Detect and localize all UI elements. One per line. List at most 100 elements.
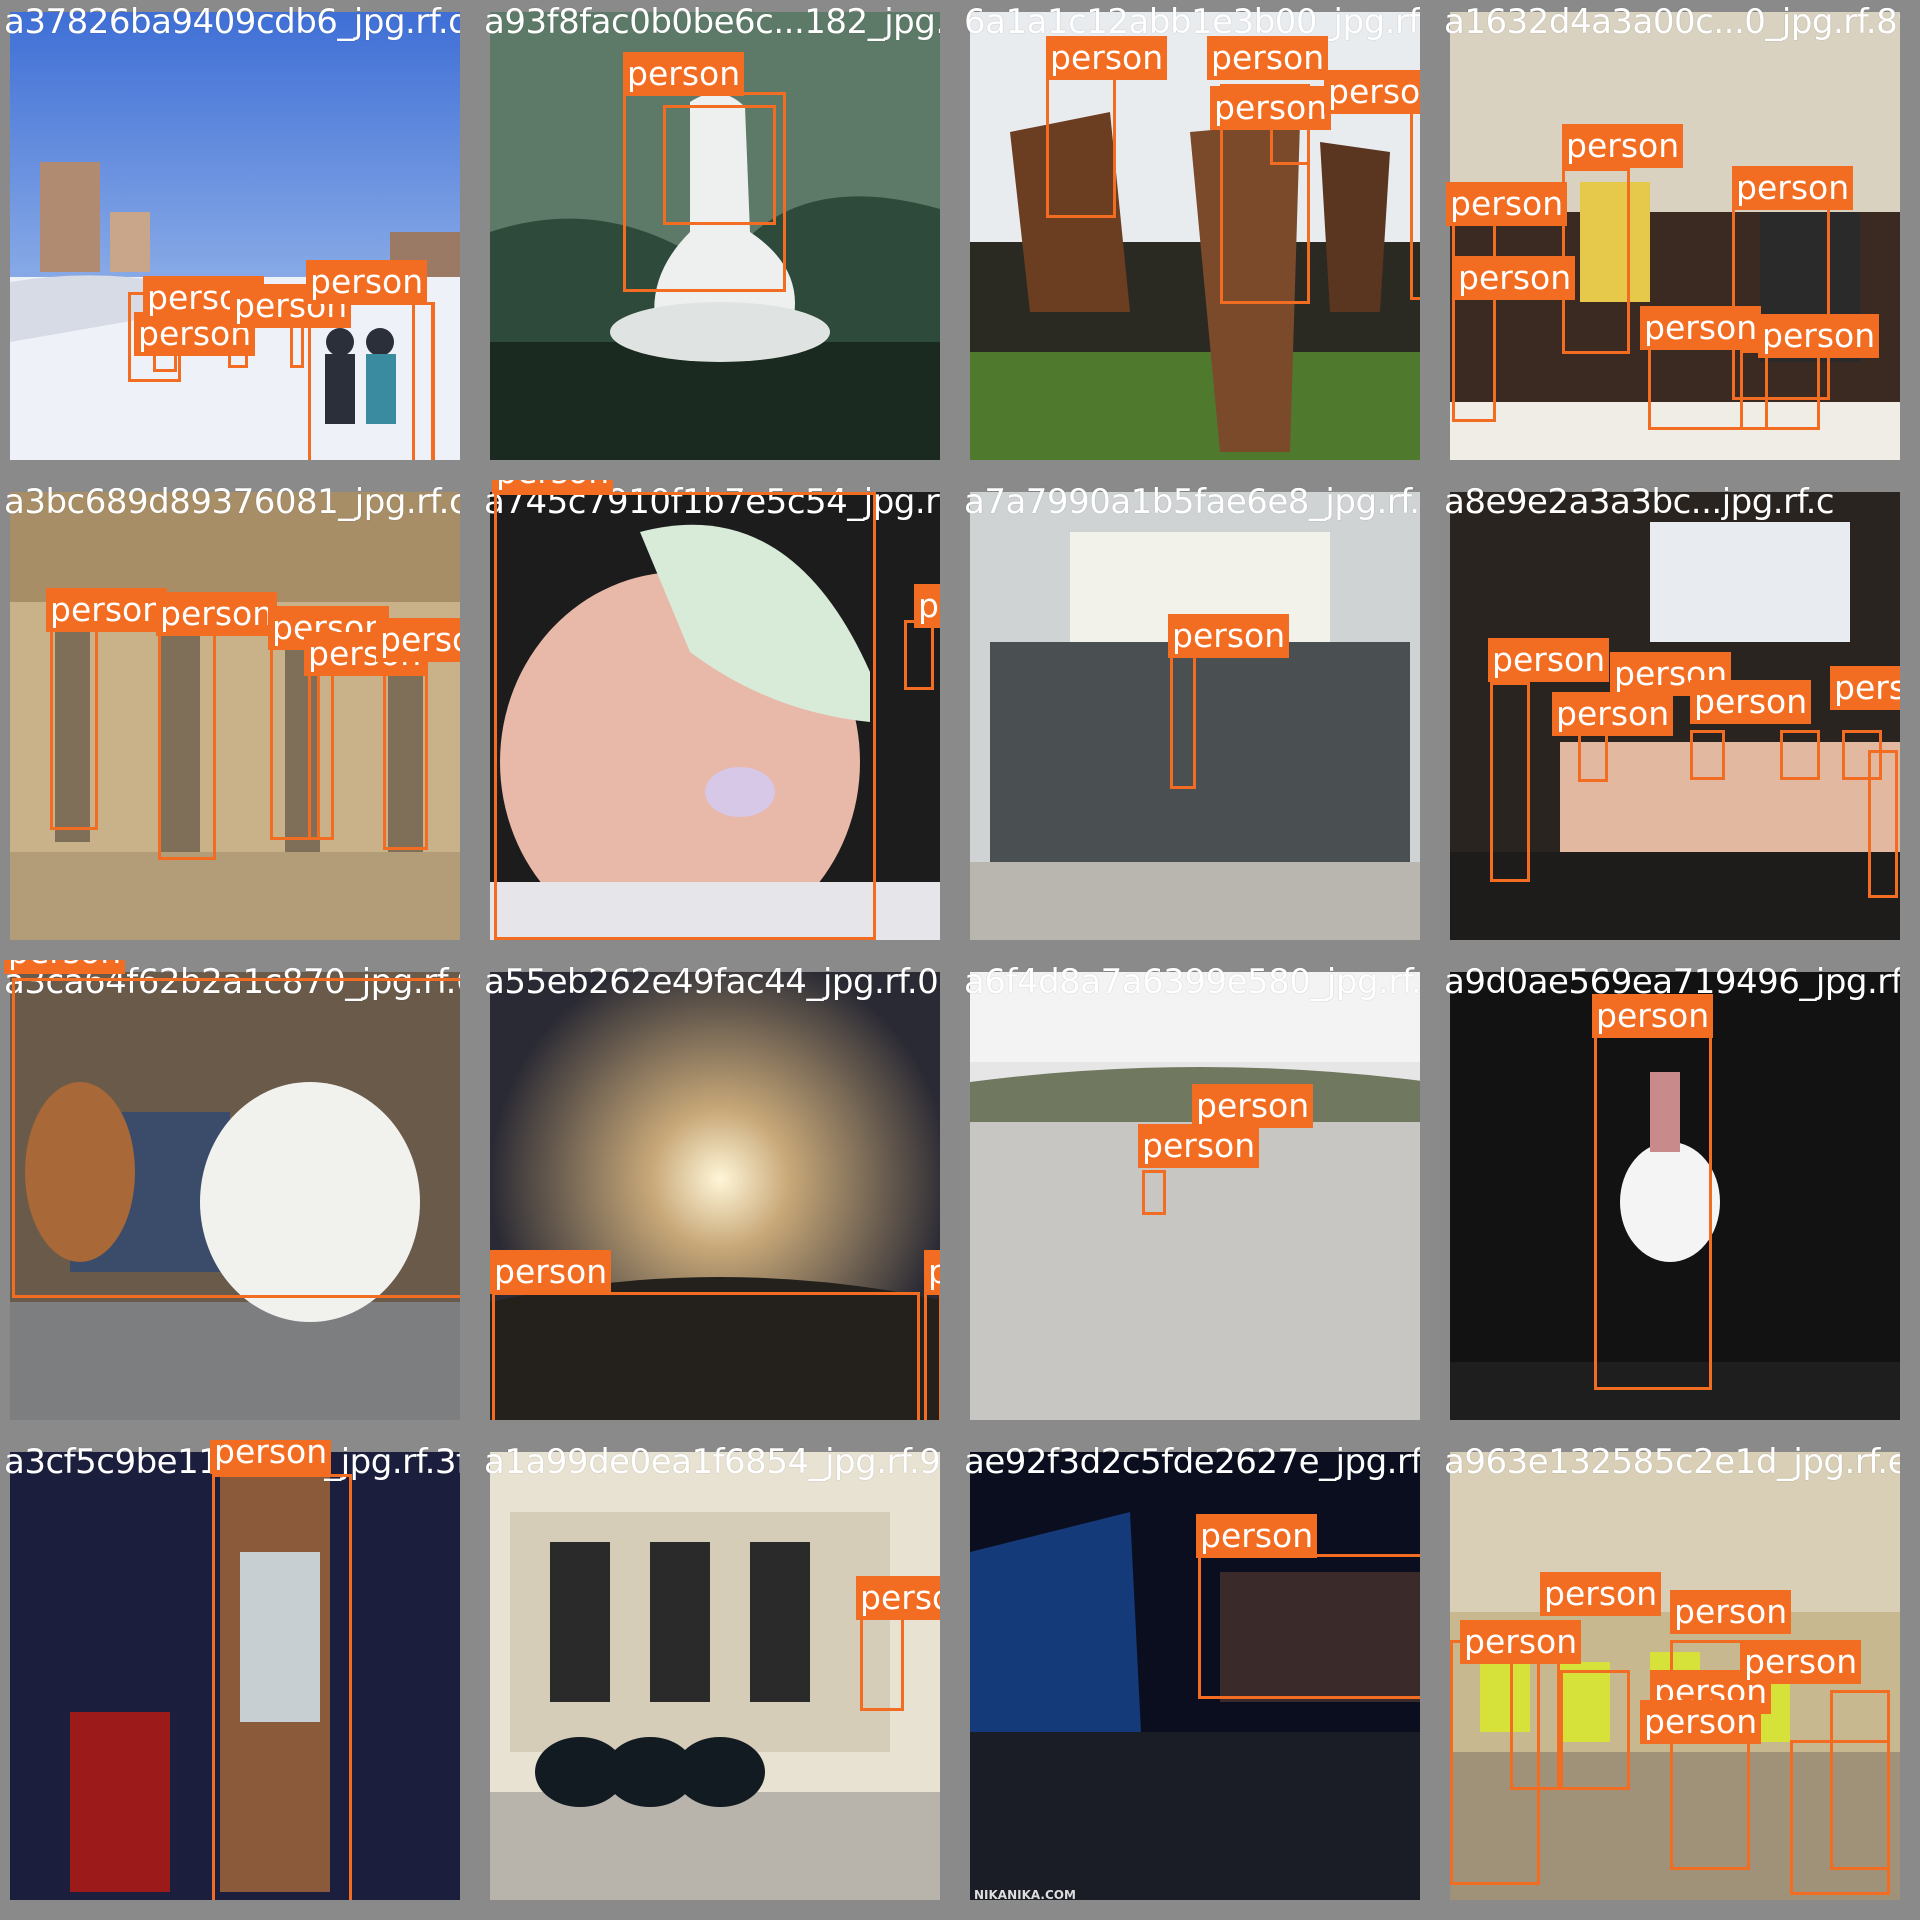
tile-image-sunset-crowd (490, 972, 940, 1420)
person-box (1452, 192, 1496, 422)
person-label: person (1670, 1590, 1792, 1634)
person-box (1410, 110, 1420, 300)
person-label: person (1640, 1700, 1762, 1744)
watermark: NIKANIKA.COM (974, 1888, 1076, 1900)
person-box (1670, 1640, 1750, 1870)
person-box (308, 650, 334, 840)
tile-image-horses (970, 12, 1420, 460)
tile-12: a9d0ae569ea719496_jpg.rf.8 person (1440, 960, 1900, 1420)
person-label: person (156, 592, 278, 636)
tile-image-dogs (10, 972, 460, 1420)
person-label: person (46, 588, 168, 632)
person-box (412, 302, 434, 460)
person-box (1198, 1554, 1420, 1699)
person-label: person (1192, 1084, 1314, 1128)
person-label: person (1740, 1640, 1862, 1684)
person-box (1830, 1690, 1890, 1870)
tile-6: a745c7910f1b7e5c54_jpg.rf.91 person pers… (480, 480, 940, 940)
person-label: person (490, 1250, 612, 1294)
person-box (1142, 1170, 1166, 1215)
person-box (158, 598, 216, 860)
person-label: person (1454, 256, 1576, 300)
person-label: person (856, 1576, 940, 1620)
person-label: person (1732, 166, 1854, 210)
person-box (904, 620, 934, 690)
person-box (663, 105, 776, 225)
person-label: person (306, 260, 428, 304)
person-box (1842, 730, 1882, 780)
tile-filename: a93f8fac0b0be6c...182_jpg.rf.ee6 (484, 2, 940, 42)
person-box (1560, 1670, 1630, 1790)
person-box (1690, 730, 1725, 780)
person-label: person (376, 618, 460, 662)
tile-image-beach (970, 972, 1420, 1420)
tile-1: a37826ba9409cdb6_jpg.rf.da9706aca0b6c...… (0, 0, 460, 460)
person-label: person (1562, 124, 1684, 168)
tile-filename: a55eb262e49fac44_jpg.rf.0a (484, 962, 940, 1002)
tile-filename: a1632d4a3a00c...0_jpg.rf.89 (1444, 2, 1900, 42)
tile-image-storefront (490, 1452, 940, 1900)
person-box (860, 1616, 904, 1711)
tile-14: a1a99de0ea1f6854_jpg.rf.9b person (480, 1440, 940, 1900)
tile-image-comedian (10, 1452, 460, 1900)
tile-8: a8e9e2a3a3bc...jpg.rf.c person person pe… (1440, 480, 1900, 940)
person-label: person (1324, 70, 1420, 114)
person-label: person (1046, 36, 1168, 80)
person-box (12, 978, 460, 1298)
tile-13: a3cf5c9be118a580_jpg.rf.3fe person (0, 1440, 460, 1900)
tile-image-singer (1450, 972, 1900, 1420)
tile-2: a93f8fac0b0be6c...182_jpg.rf.ee6 person (480, 0, 940, 460)
person-label: person (1138, 1124, 1260, 1168)
person-box (1046, 72, 1116, 218)
tile-filename: a963e132585c2e1d_jpg.rf.e7 (1444, 1442, 1900, 1482)
person-box (1220, 84, 1310, 304)
person-label: person (914, 584, 940, 628)
person-label: person (1207, 36, 1329, 80)
tile-filename: 6a1a1c12abb1e3b00_jpg.rf.0a (964, 2, 1420, 42)
person-label: person (1168, 614, 1290, 658)
person-label: person (1690, 680, 1812, 724)
person-box (924, 1292, 940, 1420)
person-label: person (210, 1440, 332, 1474)
person-label: person (1488, 638, 1610, 682)
tile-5: a3bc689d89376081_jpg.rf.c9f45cf9d01b7e5c… (0, 480, 460, 940)
person-label: person (1592, 994, 1714, 1038)
person-label: person (1640, 306, 1762, 350)
tile-filename: a6f4d8a7a6399e580_jpg.rf.1ea (964, 962, 1420, 1002)
person-label: person (4, 960, 126, 974)
tile-image-snow-street (10, 12, 460, 460)
tile-16: a963e132585c2e1d_jpg.rf.e7 person person… (1440, 1440, 1900, 1900)
person-box (1740, 350, 1820, 430)
person-box (1868, 750, 1898, 898)
person-box (1490, 682, 1530, 882)
person-label: person (492, 480, 614, 494)
person-label: person (924, 1250, 940, 1294)
person-label: person (1552, 692, 1674, 736)
tile-filename: a1a99de0ea1f6854_jpg.rf.9b (484, 1442, 940, 1482)
person-box (494, 492, 876, 940)
tile-4: a1632d4a3a00c...0_jpg.rf.89 person perso… (1440, 0, 1900, 460)
tile-filename: a37826ba9409cdb6_jpg.rf.da9706aca0b6c...… (4, 2, 460, 42)
tile-filename: a7a7990a1b5fae6e8_jpg.rf.71 (964, 482, 1420, 522)
tile-15: ae92f3d2c5fde2627e_jpg.rf.34 person NIKA… (960, 1440, 1420, 1900)
tile-filename: a8e9e2a3a3bc...jpg.rf.c (1444, 482, 1835, 522)
tile-9: a3ca64f62b2a1c870_jpg.rf.6dae55eb262e49f… (0, 960, 460, 1420)
person-label: person (1830, 666, 1900, 710)
tile-10: a55eb262e49fac44_jpg.rf.0a person person (480, 960, 940, 1420)
person-label: person (623, 52, 745, 96)
tile-image-baby (490, 492, 940, 940)
tile-image-dj (970, 1452, 1420, 1900)
person-box (383, 650, 428, 850)
person-label: person (230, 284, 352, 328)
person-box (1594, 1030, 1712, 1390)
person-box (212, 1474, 352, 1900)
tile-image-caryatids (10, 492, 460, 940)
person-box (1510, 1650, 1560, 1790)
person-box (492, 1292, 920, 1420)
tile-11: a6f4d8a7a6399e580_jpg.rf.1ea person pers… (960, 960, 1420, 1420)
tile-image-statue (490, 12, 940, 460)
tile-filename: a3bc689d89376081_jpg.rf.c9f45cf9d01b7e5c… (4, 482, 460, 522)
person-label: person (1210, 86, 1332, 130)
person-box (1170, 654, 1196, 789)
